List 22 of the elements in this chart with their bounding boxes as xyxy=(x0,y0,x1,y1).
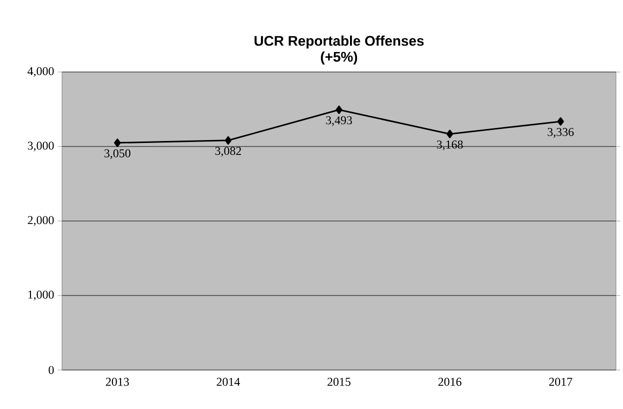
point xyxy=(336,106,342,114)
point xyxy=(446,130,454,138)
point xyxy=(114,138,121,148)
x-tick-label: 2013 xyxy=(106,378,129,386)
chart-title: UCR Reportable Offenses xyxy=(254,36,424,49)
data-label: 3,493 xyxy=(326,116,352,126)
x-tick-label: 2014 xyxy=(216,378,240,386)
data-label: 3,336 xyxy=(548,128,574,138)
data-label: 3,168 xyxy=(436,140,463,150)
x-tick-label: 2017 xyxy=(549,378,572,386)
chart-subtitle: (+5%) xyxy=(320,51,358,64)
y-tick-label: 3,000 xyxy=(28,142,54,152)
data-label: 3,082 xyxy=(215,146,241,157)
x-tick-label: 2015 xyxy=(328,378,350,386)
y-tick-label: 0 xyxy=(48,366,54,374)
y-tick-label: 1,000 xyxy=(28,290,54,300)
x-tick-label: 2016 xyxy=(438,378,462,386)
data-label: 3,050 xyxy=(104,149,130,160)
point xyxy=(224,136,232,145)
y-tick-label: 4,000 xyxy=(28,67,54,77)
y-tick-label: 2,000 xyxy=(28,216,54,226)
point xyxy=(557,117,564,126)
